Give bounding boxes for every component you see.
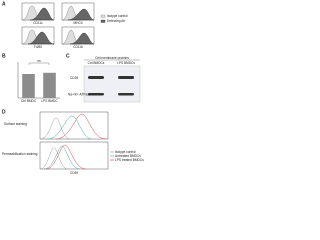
x-axis-label: CD39 xyxy=(70,171,78,175)
blot xyxy=(83,65,141,103)
row-label: CD39 xyxy=(70,76,78,80)
row-label: Permeabilization staining xyxy=(2,152,38,156)
panel-letter: C xyxy=(66,53,70,59)
histograms xyxy=(21,5,95,45)
panel-letter: A xyxy=(2,1,6,7)
blot-bands xyxy=(88,76,134,96)
marker-label: F4/80 xyxy=(34,45,42,49)
legend-label: Isotype control xyxy=(115,150,136,154)
legend-swatch xyxy=(100,19,106,23)
x-tick-label: Ctrl BMDC xyxy=(21,99,37,103)
legend-label: Detecting Ab xyxy=(107,19,125,23)
marker-label: MHCII xyxy=(73,21,82,25)
bar-chart: ns Ctrl BMDC LPS BMDC xyxy=(17,59,60,103)
blot-header: Cell membrane proteins xyxy=(95,56,129,60)
row-label: Na+/K+ ATPase xyxy=(68,92,91,96)
panel-letter: B xyxy=(2,53,6,59)
significance-bracket xyxy=(28,62,50,65)
column-label: LPS BMDCs xyxy=(117,61,135,65)
column-label: Ctrl BMDCs xyxy=(88,61,105,65)
bar xyxy=(43,72,56,98)
overlay-histograms xyxy=(39,111,109,170)
x-tick-label: LPS BMDC xyxy=(41,99,58,103)
legend-swatch xyxy=(100,14,106,18)
marker-label: CD11b xyxy=(73,45,83,49)
significance: ns xyxy=(37,59,41,63)
legend-label: Isotype control xyxy=(107,14,128,18)
panel-letter: D xyxy=(2,109,6,115)
legend-label: Untreated BMDCs xyxy=(115,154,141,158)
marker-label: CD11c xyxy=(33,21,43,25)
legend-label: LPS treated BMDCs xyxy=(115,158,144,162)
bar xyxy=(22,74,35,98)
row-label: Surface staining xyxy=(4,122,27,126)
figure: A CD11c MHCII F4/80 CD11b Isotype contro… xyxy=(2,1,144,175)
